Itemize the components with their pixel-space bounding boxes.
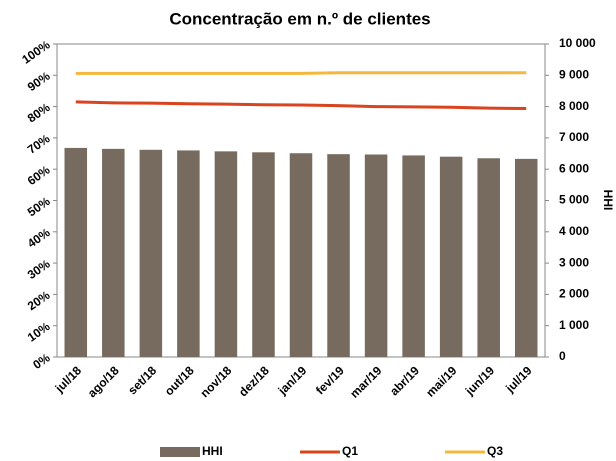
y2-tick-label: 1 000: [559, 318, 589, 332]
y2-tick-label: 6 000: [559, 161, 589, 175]
line: [75, 100, 527, 110]
chart-title: Concentração em n.º de clientes: [169, 9, 430, 28]
x-tick-label: jun/19: [462, 363, 497, 398]
x-tick-label: ago/18: [85, 363, 122, 400]
y-tick-label: 30%: [25, 257, 53, 282]
bar: [402, 155, 425, 357]
bar: [439, 156, 463, 357]
x-tick-label: jan/19: [275, 363, 310, 398]
x-tick-label: jul/19: [502, 363, 535, 396]
y-tick-label: 0%: [30, 350, 53, 372]
y2-tick-label: 5 000: [559, 193, 589, 207]
y-tick-label: 20%: [25, 288, 53, 313]
y-tick-label: 100%: [19, 37, 52, 66]
y-tick-label: 60%: [25, 163, 53, 188]
x-tick-label: nov/18: [198, 363, 235, 400]
x-tick-label: mar/19: [347, 363, 384, 400]
y2-tick-label: 4 000: [559, 224, 589, 238]
x-tick-label: jul/18: [52, 363, 85, 396]
x-tick-label: fev/19: [313, 363, 347, 397]
x-tick-label: mai/19: [423, 363, 460, 400]
x-tick-label: set/18: [125, 363, 159, 397]
y-tick-label: 90%: [25, 69, 53, 94]
legend-label: HHI: [202, 444, 223, 458]
y2-axis-title: HHI: [601, 190, 615, 211]
legend-label: Q3: [487, 444, 503, 458]
y2-tick-label: 2 000: [559, 287, 589, 301]
x-tick-label: dez/18: [236, 363, 272, 399]
bar: [514, 158, 538, 357]
bar: [364, 154, 388, 357]
bar: [139, 149, 163, 357]
bar: [102, 148, 125, 357]
y-tick-label: 10%: [25, 319, 53, 344]
legend-label: Q1: [342, 444, 358, 458]
x-tick-label: abr/19: [387, 363, 422, 398]
y2-tick-label: 7 000: [559, 130, 589, 144]
x-tick-label: out/18: [162, 363, 197, 398]
y-tick-label: 50%: [25, 194, 53, 219]
y2-tick-label: 10 000: [559, 36, 596, 50]
bar: [64, 147, 88, 357]
y-tick-label: 40%: [25, 225, 53, 250]
legend-swatch: [160, 447, 200, 457]
y2-tick-label: 9 000: [559, 67, 589, 81]
bar: [252, 152, 275, 357]
line: [75, 71, 527, 75]
bar: [327, 154, 350, 357]
y2-tick-label: 0: [559, 349, 566, 363]
y2-tick-label: 3 000: [559, 255, 589, 269]
bar: [289, 153, 313, 357]
bar: [177, 150, 200, 357]
y2-tick-label: 8 000: [559, 99, 589, 113]
bar: [214, 151, 238, 357]
bar: [477, 158, 500, 357]
y-tick-label: 70%: [25, 131, 53, 156]
y-tick-label: 80%: [25, 100, 53, 125]
